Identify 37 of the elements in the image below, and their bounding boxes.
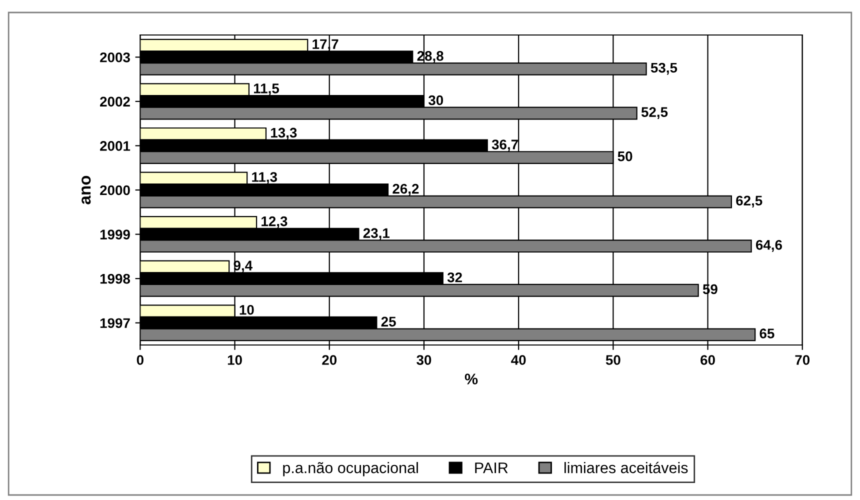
x-tick-label: 60 bbox=[700, 355, 715, 365]
data-label: 11,5 bbox=[254, 84, 280, 96]
y-tick-label: 2001 bbox=[100, 141, 130, 151]
data-label: 11,3 bbox=[252, 172, 278, 184]
y-tick-label: 1999 bbox=[100, 230, 130, 240]
data-label: 65 bbox=[760, 328, 774, 338]
y-axis-title: ano bbox=[82, 176, 91, 204]
y-tick-label: 2000 bbox=[100, 185, 130, 196]
x-tick-label: 20 bbox=[322, 355, 337, 365]
data-label: 10 bbox=[240, 304, 254, 315]
x-tick-label: 30 bbox=[416, 355, 432, 365]
x-tick-label: 10 bbox=[228, 355, 242, 365]
data-label: 25 bbox=[381, 316, 396, 327]
data-label: 50 bbox=[618, 151, 632, 162]
data-label: 13,3 bbox=[271, 128, 297, 140]
data-label: 64,6 bbox=[756, 240, 782, 252]
x-tick-label: 50 bbox=[606, 355, 620, 365]
data-label: 62,5 bbox=[736, 196, 762, 208]
data-label: 30 bbox=[428, 95, 444, 106]
y-tick-label: 2003 bbox=[100, 52, 130, 62]
data-label: 52,5 bbox=[641, 107, 668, 119]
data-label: 12,3 bbox=[262, 216, 288, 228]
y-tick-label: 1998 bbox=[100, 274, 130, 284]
y-tick-label: 1997 bbox=[100, 318, 130, 328]
x-axis-title: % bbox=[464, 374, 478, 384]
x-tick-label: 40 bbox=[511, 355, 526, 365]
legend-label: p.a.não ocupacional bbox=[283, 462, 418, 476]
data-label: 32 bbox=[447, 272, 462, 282]
x-tick-label: 0 bbox=[136, 355, 144, 365]
legend-label: PAIR bbox=[475, 462, 508, 474]
data-label: 26,2 bbox=[392, 184, 419, 196]
y-tick-label: 2002 bbox=[100, 96, 130, 107]
data-label: 23,1 bbox=[363, 228, 390, 240]
data-label: 53,5 bbox=[650, 62, 678, 75]
legend-label: limiares aceitáveis bbox=[564, 462, 688, 474]
data-label: 36,7 bbox=[492, 140, 518, 152]
x-tick-label: 70 bbox=[795, 355, 810, 365]
